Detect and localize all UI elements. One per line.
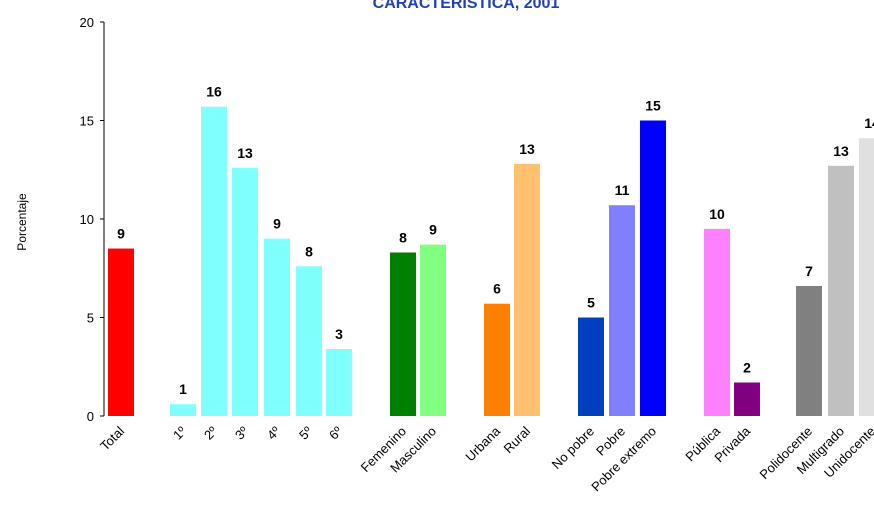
- x-tick-label: 2º: [201, 423, 220, 442]
- bar: [170, 404, 196, 416]
- value-label: 11: [615, 182, 630, 198]
- x-tick-label: 1º: [170, 423, 189, 442]
- x-tick-label: 5º: [296, 423, 315, 442]
- value-label: 10: [709, 206, 725, 222]
- bar: [609, 205, 635, 416]
- bar: [390, 252, 416, 416]
- x-tick-label: 3º: [232, 423, 251, 442]
- y-tick-label: 0: [87, 409, 94, 424]
- bar: [514, 163, 540, 416]
- value-label: 8: [399, 229, 407, 245]
- bar: [734, 382, 760, 416]
- value-label: 7: [805, 263, 813, 279]
- bar: [420, 244, 446, 416]
- value-label: 5: [587, 295, 595, 311]
- x-tick-label: Urbana: [462, 423, 503, 464]
- value-label: 6: [493, 281, 501, 297]
- bar: [484, 303, 510, 416]
- bar: [578, 317, 604, 416]
- value-label: 9: [117, 226, 125, 242]
- x-tick-label: Rural: [501, 423, 534, 456]
- value-label: 13: [833, 143, 849, 159]
- x-tick-label: 6º: [326, 423, 345, 442]
- bar: [326, 349, 352, 416]
- bar: [108, 248, 134, 416]
- value-label: 3: [335, 326, 343, 342]
- y-tick-label: 15: [80, 114, 94, 129]
- bar: [828, 165, 854, 416]
- bar: [201, 106, 227, 417]
- bar: [232, 167, 258, 416]
- chart-title: CARACTERISTICA, 2001: [373, 0, 560, 12]
- bar: [296, 266, 322, 416]
- value-label: 1: [179, 381, 187, 397]
- y-axis-label: Porcentaje: [15, 193, 29, 251]
- value-label: 9: [273, 216, 281, 232]
- bar: [640, 120, 666, 416]
- y-tick-label: 10: [80, 212, 94, 227]
- value-label: 8: [305, 243, 313, 259]
- value-label: 13: [519, 141, 535, 157]
- value-label: 13: [237, 145, 253, 161]
- bar: [859, 138, 874, 417]
- x-tick-label: Total: [97, 423, 127, 453]
- y-tick-label: 5: [87, 311, 94, 326]
- value-label: 14: [864, 115, 874, 131]
- value-label: 16: [206, 84, 222, 100]
- value-label: 9: [429, 222, 437, 238]
- value-label: 2: [743, 360, 751, 376]
- value-label: 15: [645, 98, 661, 114]
- bar: [796, 285, 822, 416]
- x-tick-label: 4º: [264, 423, 283, 442]
- x-tick-label: No pobre: [549, 424, 597, 472]
- bar: [264, 238, 290, 416]
- bar: [704, 228, 730, 416]
- y-tick-label: 20: [80, 15, 94, 30]
